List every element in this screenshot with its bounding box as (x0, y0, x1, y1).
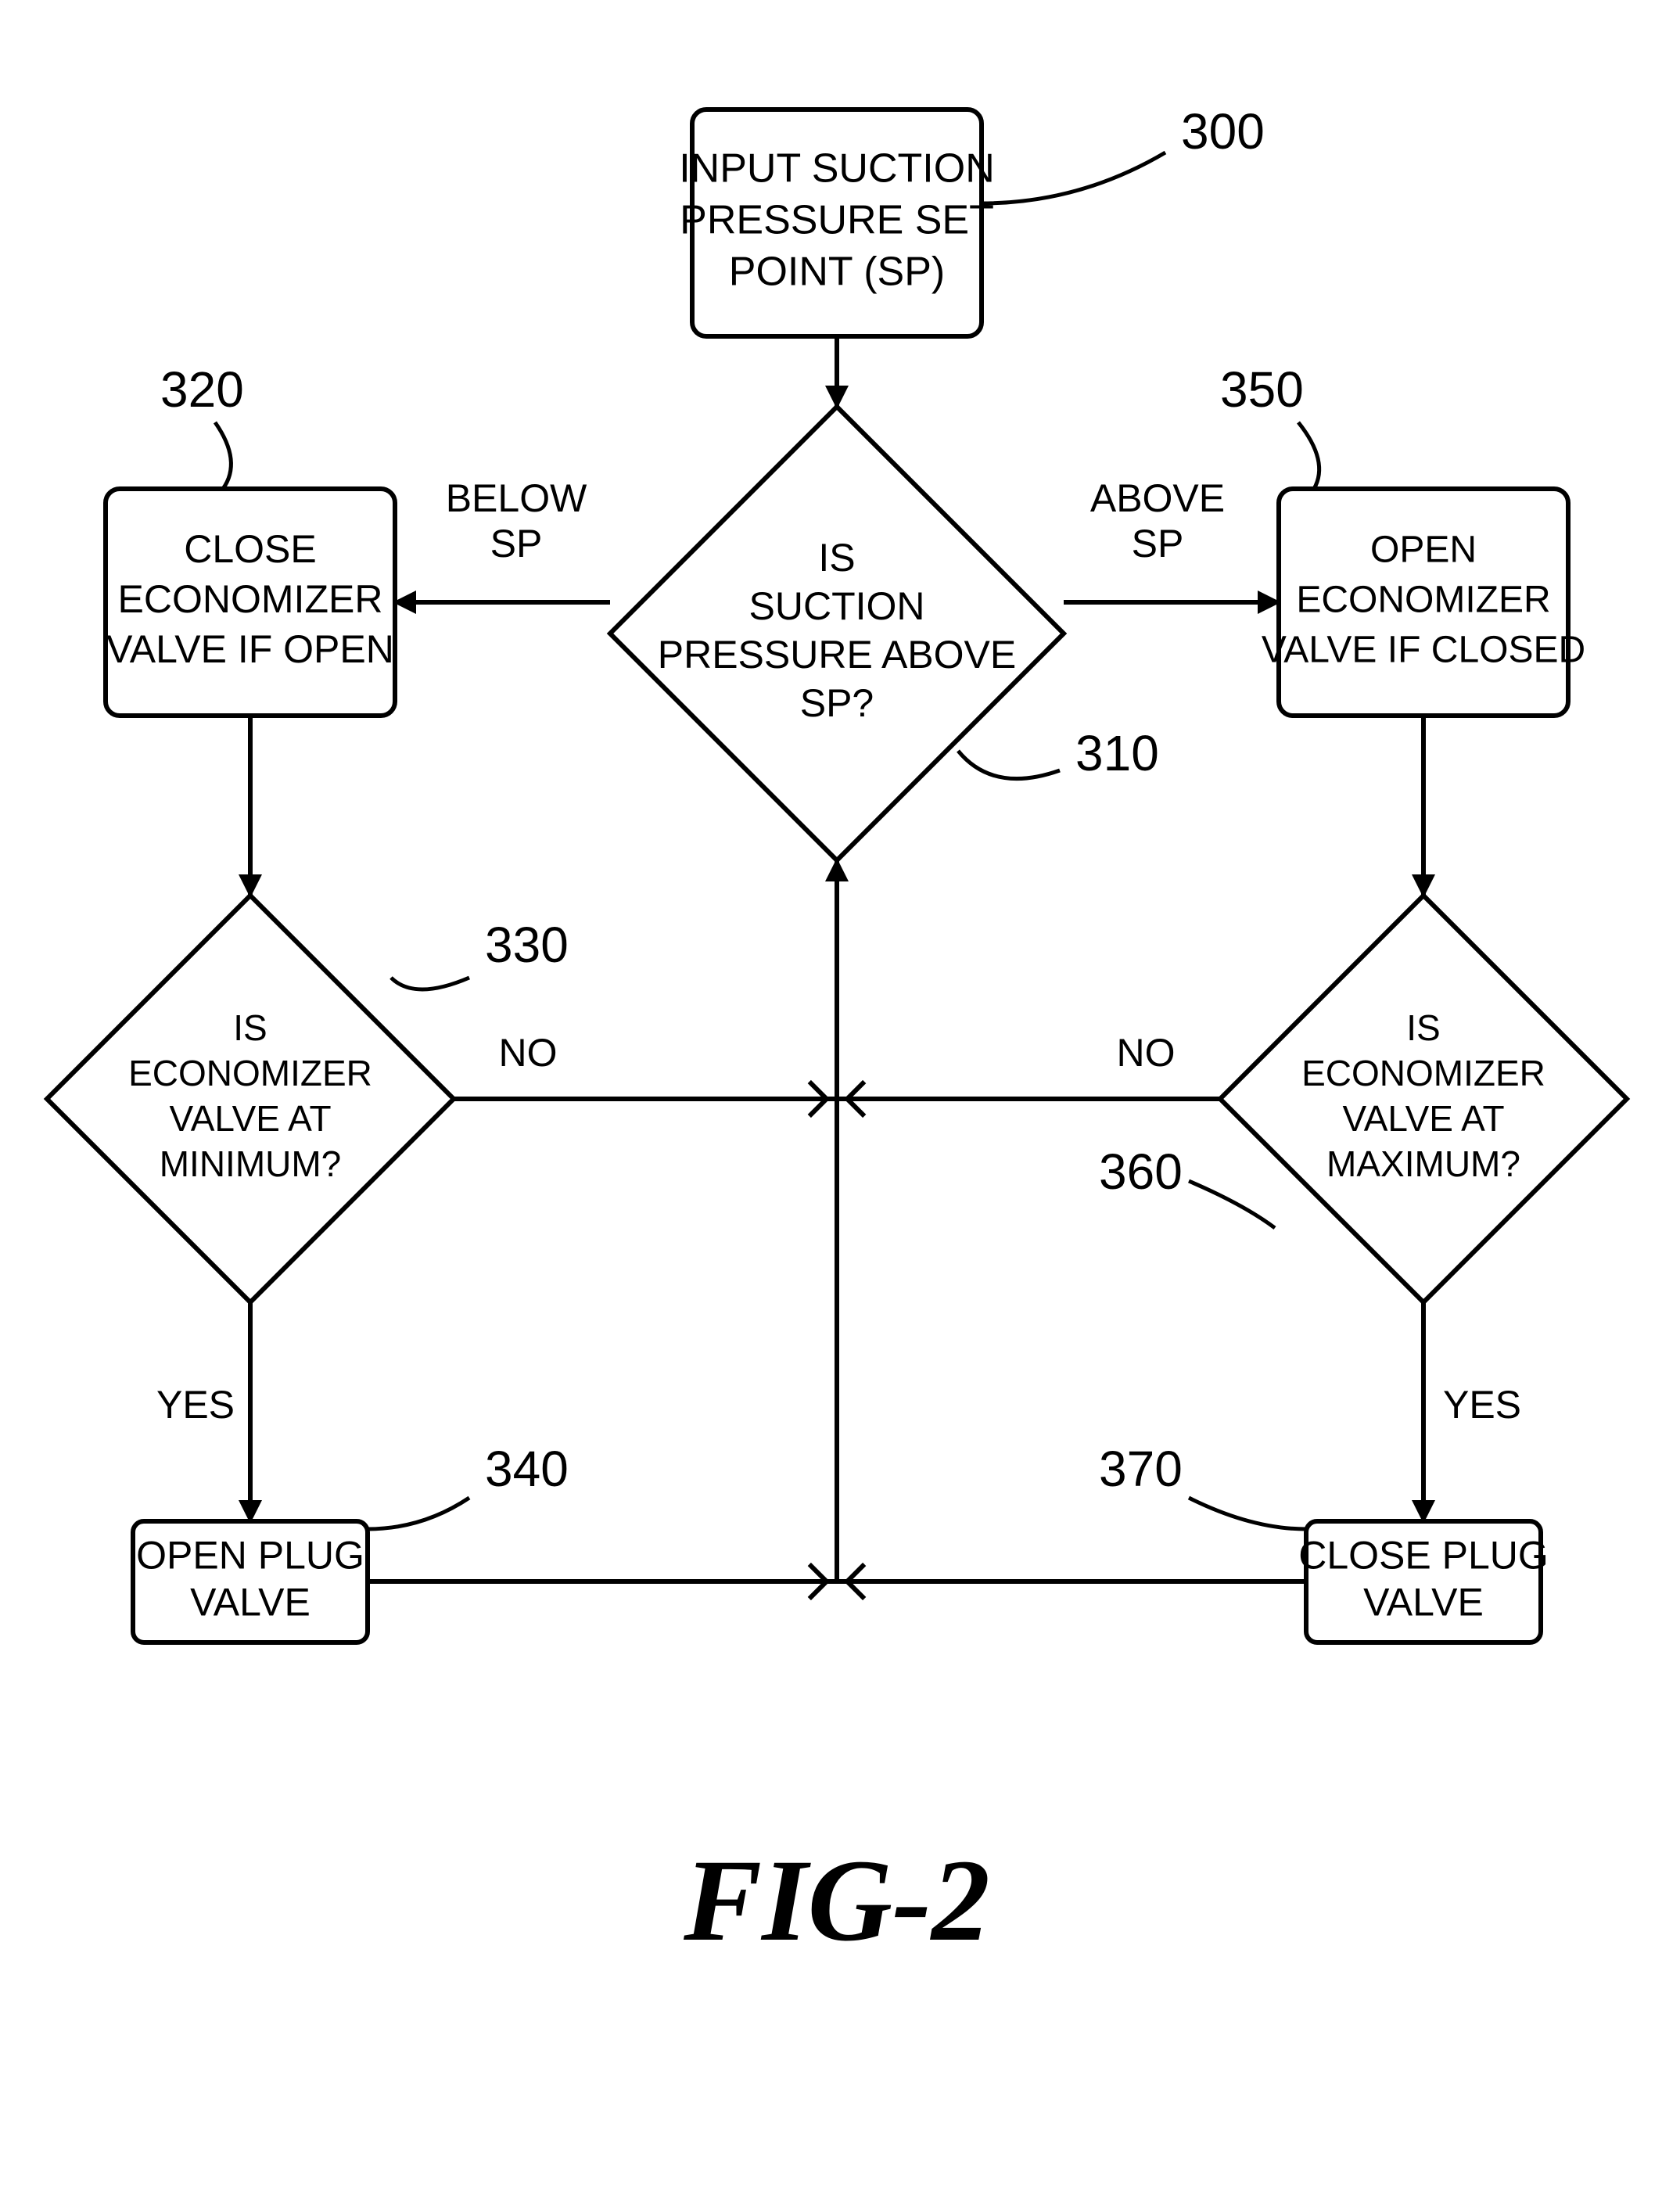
edge-label-e310-350-line-0: ABOVE (1090, 476, 1225, 520)
edge-label-e310-320-line-0: BELOW (446, 476, 587, 520)
figure-label: FIG-2 (683, 1836, 990, 1965)
ref-label-r330: 330 (485, 917, 569, 973)
nodes.n300-line-1: PRESSURE SET (680, 198, 994, 243)
ref-leader-r320 (215, 422, 231, 489)
node-n330: IS ECONOMIZER VALVE ATMINIMUM? (47, 896, 454, 1302)
nodes.n360-line-1: ECONOMIZER (1301, 1053, 1545, 1093)
edge-label-e330-no-line-0: NO (499, 1031, 558, 1075)
nodes.n310-line-1: SUCTION (749, 584, 925, 628)
nodes.n300-line-2: POINT (SP) (729, 249, 945, 295)
nodes.n330-line-3: MINIMUM? (160, 1143, 342, 1184)
nodes.n350-line-2: VALVE IF CLOSED (1262, 630, 1585, 671)
nodes.n310-line-0: IS (818, 536, 855, 580)
node-n360: IS ECONOMIZER VALVE ATMAXIMUM? (1220, 896, 1627, 1302)
nodes.n360-line-2: VALVE AT (1342, 1098, 1504, 1139)
nodes.n300-line-0: INPUT SUCTION (679, 146, 995, 192)
nodes.n310-line-3: SP? (800, 681, 874, 725)
ref-leader-r300 (982, 153, 1165, 203)
nodes.n320-line-2: VALVE IF OPEN (106, 627, 394, 671)
nodes.n340-line-1: VALVE (190, 1581, 311, 1624)
ref-label-r310: 310 (1075, 725, 1159, 781)
node-n370: CLOSE PLUGVALVE (1298, 1521, 1549, 1642)
nodes.n350-line-0: OPEN (1370, 530, 1477, 571)
ref-label-r300: 300 (1181, 103, 1265, 160)
node-n340: OPEN PLUGVALVE (133, 1521, 368, 1642)
node-n350: OPEN ECONOMIZER VALVE IF CLOSED (1262, 489, 1585, 716)
ref-leader-r370 (1189, 1498, 1306, 1529)
ref-leader-r310 (958, 751, 1060, 779)
nodes.n350-line-1: ECONOMIZER (1296, 580, 1550, 621)
nodes.n330-line-1: ECONOMIZER (128, 1053, 372, 1093)
ref-label-r360: 360 (1099, 1143, 1183, 1200)
node-n320: CLOSE ECONOMIZER VALVE IF OPEN (106, 489, 395, 716)
ref-label-r350: 350 (1220, 361, 1304, 418)
nodes.n370-line-0: CLOSE PLUG (1298, 1534, 1549, 1578)
edge-label-e330-340-line-0: YES (156, 1383, 235, 1427)
nodes.n320-line-1: ECONOMIZER (118, 577, 383, 621)
edge-label-e310-320-line-1: SP (490, 522, 543, 565)
edge-label-e360-no-line-0: NO (1117, 1031, 1176, 1075)
nodes.n340-line-0: OPEN PLUG (136, 1534, 364, 1578)
edge-e340-back (368, 1099, 837, 1581)
ref-label-r320: 320 (160, 361, 244, 418)
nodes.n330-line-2: VALVE AT (169, 1098, 331, 1139)
ref-leader-r360 (1189, 1181, 1275, 1228)
ref-leader-r350 (1298, 422, 1319, 489)
edge-label-e310-350-line-1: SP (1132, 522, 1184, 565)
node-n310: ISSUCTION PRESSURE ABOVESP? (610, 407, 1064, 860)
node-n300: INPUT SUCTION PRESSURE SET POINT (SP) (679, 109, 995, 336)
nodes.n360-line-0: IS (1406, 1007, 1440, 1048)
nodes.n370-line-1: VALVE (1363, 1581, 1484, 1624)
ref-leader-r340 (368, 1498, 469, 1529)
ref-leader-r330 (391, 978, 469, 989)
nodes.n360-line-3: MAXIMUM? (1326, 1143, 1520, 1184)
ref-label-r340: 340 (485, 1441, 569, 1497)
edge-label-e360-370-line-0: YES (1443, 1383, 1521, 1427)
nodes.n320-line-0: CLOSE (184, 527, 317, 571)
ref-label-r370: 370 (1099, 1441, 1183, 1497)
nodes.n330-line-0: IS (233, 1007, 267, 1048)
nodes.n310-line-2: PRESSURE ABOVE (658, 633, 1017, 677)
